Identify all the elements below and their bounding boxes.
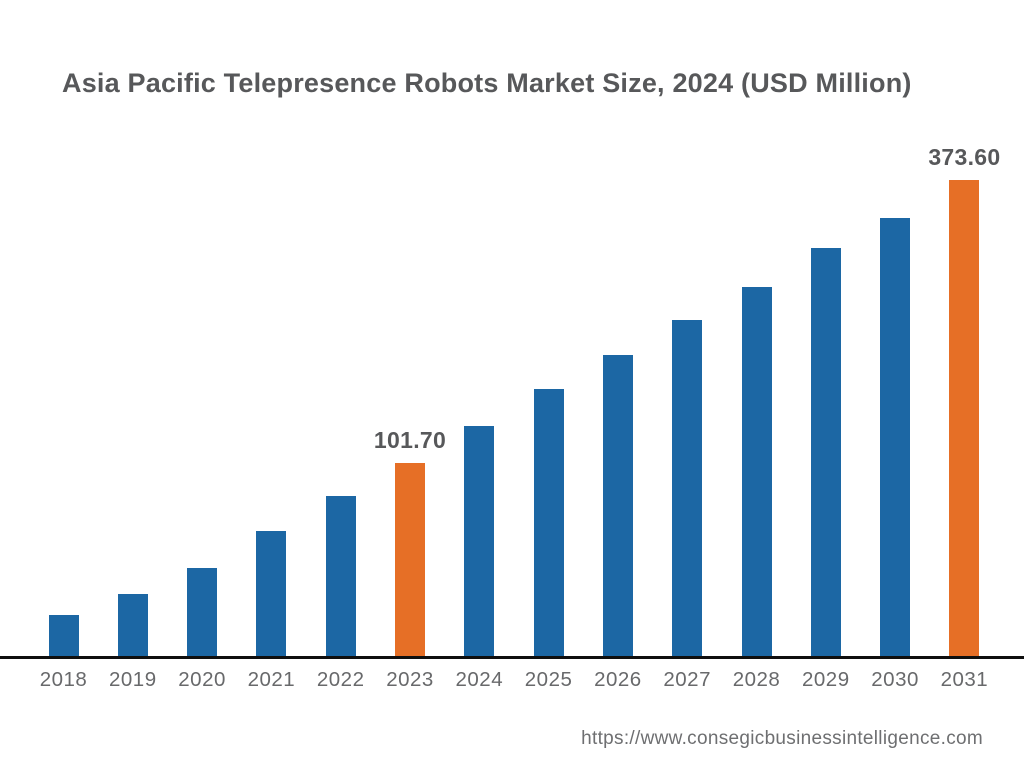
value-label-2023: 101.70 [373,427,447,453]
x-tick-2030: 2030 [871,668,919,691]
x-axis-line [0,656,1024,659]
x-tick-2021: 2021 [247,668,296,691]
value-label-2031: 373.60 [928,144,1001,170]
x-tick-2026: 2026 [594,668,642,691]
bar-2020 [187,568,218,656]
bar-2024 [464,426,495,656]
bar-2029 [810,248,841,656]
bar-2023 [395,463,425,656]
x-tick-2024: 2024 [455,668,504,691]
x-tick-2025: 2025 [524,668,573,691]
x-tick-2020: 2020 [178,668,226,691]
x-tick-2023: 2023 [386,668,434,691]
bar-2028 [741,287,772,656]
x-tick-2031: 2031 [940,668,989,691]
source-url-text: https://www.consegicbusinessintelligence… [581,728,983,749]
bar-2027 [672,320,703,656]
bar-2018 [48,615,79,656]
bar-2030 [880,218,911,656]
bar-2025 [533,389,564,656]
x-tick-2028: 2028 [732,668,781,691]
x-tick-2019: 2019 [108,668,157,691]
x-tick-2018: 2018 [39,668,88,691]
bar-2021 [256,531,287,656]
bar-2022 [325,496,356,656]
bar-2019 [117,594,148,656]
x-tick-2027: 2027 [663,668,711,691]
chart-title: Asia Pacific Telepresence Robots Market … [62,68,912,98]
x-tick-2022: 2022 [316,668,365,691]
bar-2031 [949,180,980,656]
bar-2026 [602,355,633,656]
x-tick-2029: 2029 [801,668,850,691]
